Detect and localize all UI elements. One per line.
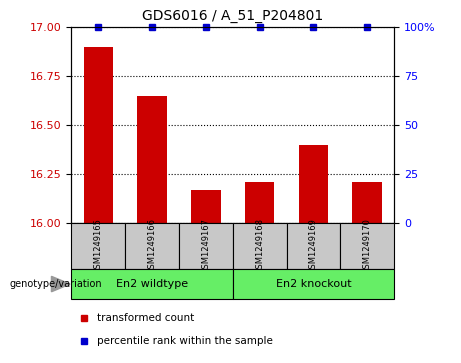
Text: percentile rank within the sample: percentile rank within the sample — [97, 336, 273, 346]
FancyBboxPatch shape — [233, 269, 394, 299]
Polygon shape — [52, 276, 70, 292]
FancyBboxPatch shape — [340, 223, 394, 269]
Bar — [137, 96, 167, 223]
Title: GDS6016 / A_51_P204801: GDS6016 / A_51_P204801 — [142, 9, 324, 24]
FancyBboxPatch shape — [287, 223, 340, 269]
FancyBboxPatch shape — [125, 223, 179, 269]
Bar — [191, 190, 221, 223]
Bar — [299, 145, 328, 223]
Text: GSM1249165: GSM1249165 — [94, 218, 103, 274]
FancyBboxPatch shape — [71, 269, 233, 299]
Text: En2 knockout: En2 knockout — [276, 279, 351, 289]
Text: GSM1249170: GSM1249170 — [363, 218, 372, 274]
Text: En2 wildtype: En2 wildtype — [116, 279, 188, 289]
FancyBboxPatch shape — [71, 223, 125, 269]
FancyBboxPatch shape — [233, 223, 287, 269]
Bar — [353, 182, 382, 223]
Text: GSM1249169: GSM1249169 — [309, 218, 318, 274]
Text: GSM1249166: GSM1249166 — [148, 218, 157, 274]
Bar — [83, 47, 113, 223]
Text: GSM1249167: GSM1249167 — [201, 218, 210, 274]
Text: GSM1249168: GSM1249168 — [255, 218, 264, 274]
Text: transformed count: transformed count — [97, 313, 195, 323]
FancyBboxPatch shape — [179, 223, 233, 269]
Bar — [245, 182, 274, 223]
Text: genotype/variation: genotype/variation — [9, 279, 102, 289]
